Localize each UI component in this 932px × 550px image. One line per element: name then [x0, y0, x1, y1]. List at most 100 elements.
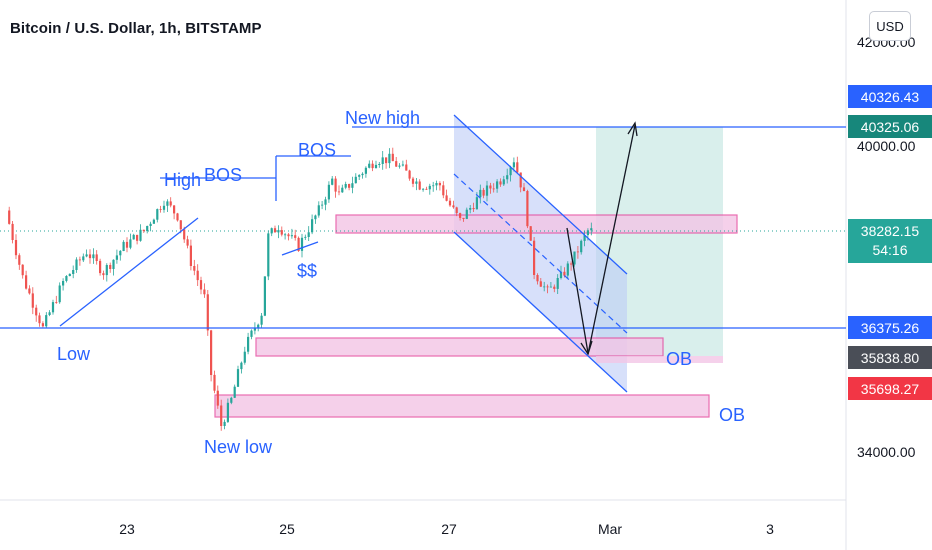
- candle-body: [159, 209, 162, 210]
- candle-body: [132, 234, 135, 240]
- candle-body: [361, 173, 364, 176]
- candle-body: [512, 162, 515, 168]
- candle-body: [216, 390, 219, 406]
- current-price-value: 38282.15: [860, 223, 920, 239]
- price-tag-40325[interactable]: 40325.06: [848, 115, 932, 138]
- candle-body: [479, 189, 482, 198]
- candle-body: [31, 293, 34, 308]
- price-tag-label: 35698.27: [860, 380, 920, 397]
- price-tag-35698[interactable]: 35698.27: [848, 377, 932, 400]
- candle-body: [391, 153, 394, 162]
- candle-body: [348, 184, 351, 188]
- candle-body: [210, 330, 213, 375]
- candle-body: [344, 184, 347, 188]
- candle-body: [92, 254, 95, 259]
- y-tick-40000: 40000.00: [857, 138, 916, 154]
- candle-body: [475, 197, 478, 210]
- candle-body: [166, 201, 169, 206]
- candle-body: [469, 208, 472, 210]
- order-block-upper[interactable]: [255, 337, 664, 357]
- candle-body: [129, 239, 132, 248]
- channel-upper-line[interactable]: [453, 114, 628, 275]
- candle-body: [156, 209, 159, 220]
- candle-body: [240, 362, 243, 370]
- candle-body: [395, 161, 398, 167]
- chart-title: Bitcoin / U.S. Dollar, 1h, BITSTAMP: [10, 20, 262, 37]
- label-high: High: [164, 170, 201, 190]
- candle-body: [253, 328, 256, 331]
- candle-body: [445, 195, 448, 201]
- candle-body: [559, 271, 563, 278]
- candle-body: [75, 259, 78, 270]
- candle-body: [546, 286, 549, 288]
- price-tag-40326[interactable]: 40326.43: [848, 85, 932, 108]
- candle-body: [173, 205, 176, 214]
- price-tag-36375[interactable]: 36375.26: [848, 316, 932, 339]
- candle-body: [324, 199, 327, 205]
- candle-body: [583, 235, 586, 241]
- price-tag-label: 35838.80: [860, 349, 920, 366]
- price-tag-35838[interactable]: 35838.80: [848, 346, 932, 369]
- candle-body: [385, 157, 388, 164]
- candle-body: [499, 181, 502, 185]
- candle-body: [297, 237, 300, 251]
- candle-body: [146, 226, 149, 232]
- candle-body: [82, 256, 85, 261]
- candle-body: [519, 172, 522, 188]
- candle-body: [122, 241, 125, 251]
- price-tag-label: 40326.43: [860, 88, 920, 105]
- label-ob-1: OB: [666, 349, 692, 369]
- candle-body: [438, 183, 441, 186]
- candle-body: [18, 255, 21, 265]
- candle-body: [35, 307, 38, 316]
- candle-body: [300, 237, 304, 251]
- x-tick-mar: Mar: [598, 521, 622, 537]
- resistance-zone[interactable]: [335, 214, 738, 234]
- candle-body: [422, 188, 425, 190]
- trendline-low[interactable]: [59, 217, 199, 327]
- channel-lower-line[interactable]: [453, 231, 628, 393]
- candle-body: [179, 220, 182, 230]
- candle-body: [284, 234, 287, 236]
- candle-body: [307, 232, 310, 237]
- trendline-dollar[interactable]: [281, 241, 319, 256]
- candle-body: [586, 230, 589, 236]
- current-price-tag[interactable]: 38282.15 54:16: [848, 219, 932, 263]
- candle-body: [566, 263, 569, 276]
- candle-body: [452, 205, 455, 208]
- currency-selector[interactable]: USD: [869, 11, 911, 41]
- candle-body: [526, 191, 529, 227]
- candle-body: [425, 188, 428, 190]
- candle-body: [489, 185, 492, 189]
- stop-zone-strip: [596, 356, 723, 363]
- projection-path[interactable]: [566, 121, 638, 356]
- candle-body: [152, 219, 155, 224]
- candle-body: [226, 402, 229, 422]
- candle-body: [199, 280, 203, 290]
- candle-body: [41, 323, 44, 327]
- candle-body: [462, 217, 465, 219]
- order-block-lower[interactable]: [214, 394, 710, 418]
- price-tag-label: 40325.06: [860, 118, 920, 135]
- candle-body: [277, 230, 280, 233]
- candle-body: [428, 185, 431, 190]
- candle-body: [78, 259, 81, 261]
- candle-body: [314, 215, 317, 220]
- candle-body: [408, 170, 411, 179]
- candle-body: [374, 164, 378, 168]
- candle-body: [223, 421, 226, 426]
- candle-body: [570, 263, 573, 265]
- candle-body: [273, 228, 277, 233]
- candle-body: [405, 164, 408, 171]
- candle-body: [590, 228, 593, 231]
- candle-body: [220, 405, 223, 426]
- candle-body: [109, 265, 112, 269]
- candle-body: [169, 201, 172, 206]
- candle-body: [247, 336, 250, 352]
- candle-body: [448, 200, 452, 206]
- candle-body: [378, 164, 381, 165]
- candle-body: [62, 281, 65, 286]
- candle-body: [317, 205, 320, 216]
- candle-body: [99, 260, 102, 274]
